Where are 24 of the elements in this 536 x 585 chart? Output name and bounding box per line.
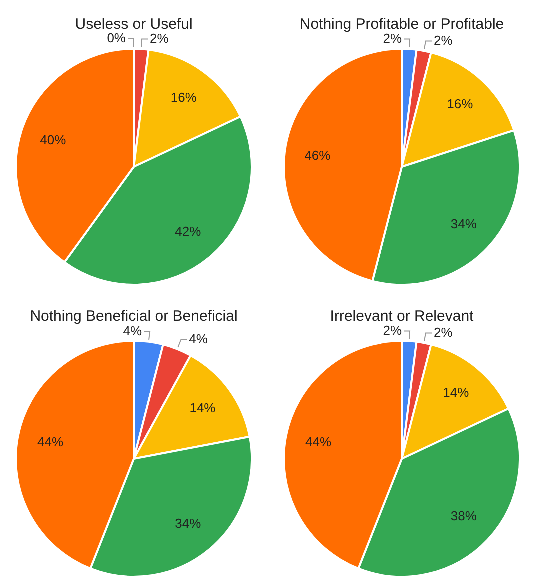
data-label: 44% — [306, 434, 332, 450]
data-label: 38% — [450, 508, 478, 524]
data-label: 44% — [38, 434, 64, 450]
data-label: 46% — [304, 148, 332, 163]
data-label: 14% — [190, 400, 216, 416]
data-label: 2% — [434, 32, 454, 48]
data-label: 4% — [123, 324, 142, 339]
data-label: 2% — [150, 30, 170, 46]
chart-title: Nothing Profitable or Profitable — [300, 16, 504, 34]
data-label: 34% — [175, 516, 202, 532]
chart-title: Useless or Useful — [75, 16, 193, 34]
data-label: 2% — [383, 30, 402, 46]
chart-title: Irrelevant or Relevant — [330, 308, 475, 326]
data-label: 42% — [175, 224, 202, 240]
data-label: 2% — [383, 322, 402, 338]
data-label: 16% — [447, 96, 474, 112]
data-label: 4% — [189, 332, 208, 347]
data-label: 16% — [170, 90, 198, 105]
data-label: 40% — [40, 132, 67, 148]
text: 0% — [107, 30, 126, 46]
chart-title: Nothing Beneficial or Beneficial — [30, 308, 238, 326]
data-label: 2% — [434, 324, 454, 340]
data-label: 34% — [450, 216, 478, 232]
data-label: 14% — [443, 385, 470, 400]
